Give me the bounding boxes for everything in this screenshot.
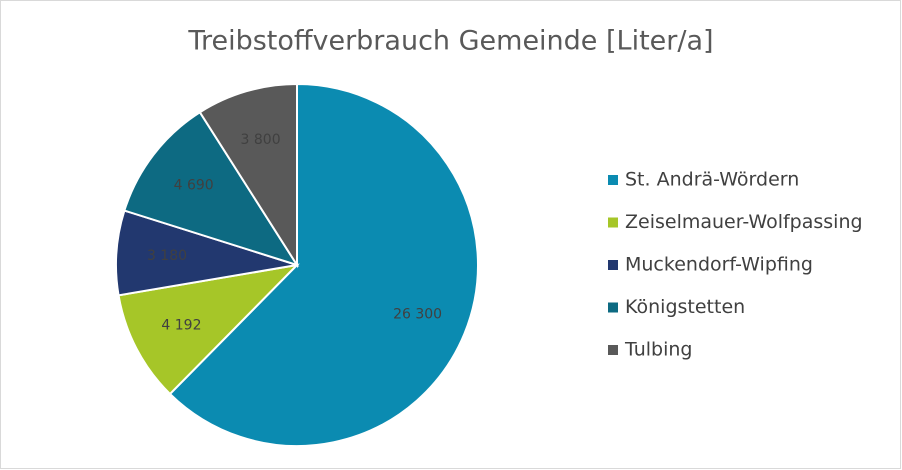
pie-slice	[117, 263, 300, 396]
legend-swatch	[608, 175, 618, 185]
legend-swatch	[608, 345, 618, 355]
legend-label: Königstetten	[625, 296, 745, 318]
pie-slice	[168, 82, 479, 447]
data-label: 3 800	[241, 132, 281, 148]
legend-label: St. Andrä-Wördern	[625, 169, 799, 191]
legend-label: Muckendorf-Wipfing	[625, 254, 813, 276]
legend-label: Tulbing	[624, 339, 692, 361]
legend-swatch	[608, 302, 618, 313]
data-label: 4 690	[174, 178, 214, 194]
data-label: 3 180	[147, 248, 187, 264]
data-label: 4 192	[161, 317, 201, 333]
pie-slice	[123, 110, 300, 267]
pie-slice	[198, 82, 298, 269]
legend-swatch	[608, 217, 618, 228]
data-label: 26 300	[393, 306, 442, 322]
legend-swatch	[608, 260, 618, 270]
legend-label: Zeiselmauer-Wolfpassing	[625, 211, 863, 233]
chart-title: Treibstoffverbrauch Gemeinde [Liter/a]	[187, 26, 713, 57]
